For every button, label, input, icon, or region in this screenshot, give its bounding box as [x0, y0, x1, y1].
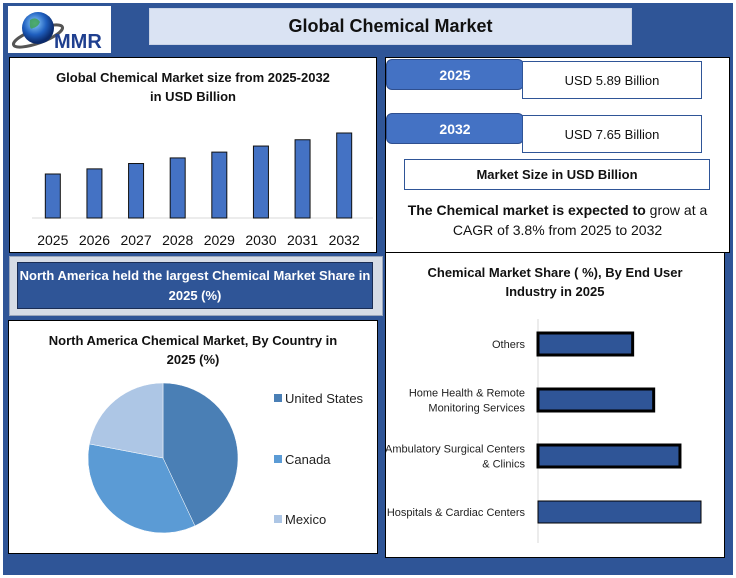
- x-tick-label: 2032: [329, 232, 360, 248]
- country-pie-chart: United States Canada Mexico: [87, 382, 364, 534]
- x-tick-label: 2031: [287, 232, 318, 248]
- hbar-1: [536, 387, 656, 413]
- hbar-3: [537, 500, 702, 524]
- legend-swatch: [274, 515, 282, 523]
- end-user-chart-panel: Chemical Market Share ( %), By End User …: [385, 252, 725, 558]
- x-tick-label: 2029: [204, 232, 235, 248]
- page-title: Global Chemical Market: [149, 8, 632, 45]
- x-tick-label: 2026: [79, 232, 110, 248]
- y-tick-label: & Clinics: [482, 459, 525, 471]
- north-america-banner: North America held the largest Chemical …: [17, 262, 373, 309]
- x-tick-label: 2027: [120, 232, 151, 248]
- y-tick-label: Monitoring Services: [428, 403, 525, 415]
- country-pie-panel: North America Chemical Market, By Countr…: [8, 320, 378, 554]
- bar-2030: [252, 145, 269, 219]
- pie-slice-mexico: [89, 382, 164, 459]
- country-pie-title: North America Chemical Market, By Countr…: [48, 333, 338, 367]
- bar-2032: [336, 132, 353, 219]
- bar-2027: [128, 163, 145, 219]
- bar-2029: [211, 151, 228, 219]
- legend-label: United States: [285, 391, 364, 406]
- hbar-2: [536, 443, 682, 469]
- x-tick-label: 2030: [245, 232, 276, 248]
- x-tick-label: 2025: [37, 232, 68, 248]
- pie-slice-canada: [87, 443, 196, 534]
- pie-slice-united-states: [162, 382, 239, 527]
- market-size-chart-panel: Global Chemical Market size from 2025-20…: [9, 57, 377, 253]
- mmr-logo: MMR: [8, 6, 111, 53]
- hbar-0: [536, 331, 635, 357]
- year-tab-2025: 2025: [386, 59, 524, 90]
- cagr-statement: The Chemical market is expected to grow …: [395, 200, 720, 240]
- value-box-2032: USD 7.65 Billion: [522, 115, 702, 153]
- globe-icon: MMR: [11, 12, 102, 53]
- bar-2031: [294, 139, 311, 219]
- x-tick-label: 2028: [162, 232, 193, 248]
- cagr-text: grow at a CAGR of 3.8% from 2025 to 2032: [452, 202, 708, 238]
- market-size-chart-title: Global Chemical Market size from 2025-20…: [56, 70, 330, 104]
- value-box-2025: USD 5.89 Billion: [522, 61, 702, 99]
- end-user-bar-chart: Others Home Health & Remote Monitoring Ser…: [386, 319, 702, 543]
- market-size-label: Market Size in USD Billion: [404, 159, 710, 190]
- legend-label: Canada: [285, 452, 331, 467]
- y-tick-label: Home Health & Remote: [409, 388, 525, 400]
- end-user-chart-title: Chemical Market Share ( %), By End User …: [427, 265, 683, 299]
- legend-swatch: [274, 455, 282, 463]
- y-tick-label: Others: [492, 339, 526, 351]
- logo-text: MMR: [54, 31, 102, 53]
- bar-2028: [169, 157, 186, 219]
- y-tick-label: Ambulatory Surgical Centers: [386, 444, 525, 456]
- bar-2026: [86, 168, 103, 219]
- year-tab-2032: 2032: [386, 113, 524, 144]
- cagr-bold-text: The Chemical market is expected to: [407, 202, 646, 218]
- legend-label: Mexico: [285, 512, 326, 527]
- legend-swatch: [274, 394, 282, 402]
- y-tick-label: Hospitals & Cardiac Centers: [387, 507, 526, 519]
- bar-2025: [44, 173, 61, 219]
- market-size-bar-chart: 2025 2026 2027 2028 2029 2030 2031 2032: [32, 132, 373, 248]
